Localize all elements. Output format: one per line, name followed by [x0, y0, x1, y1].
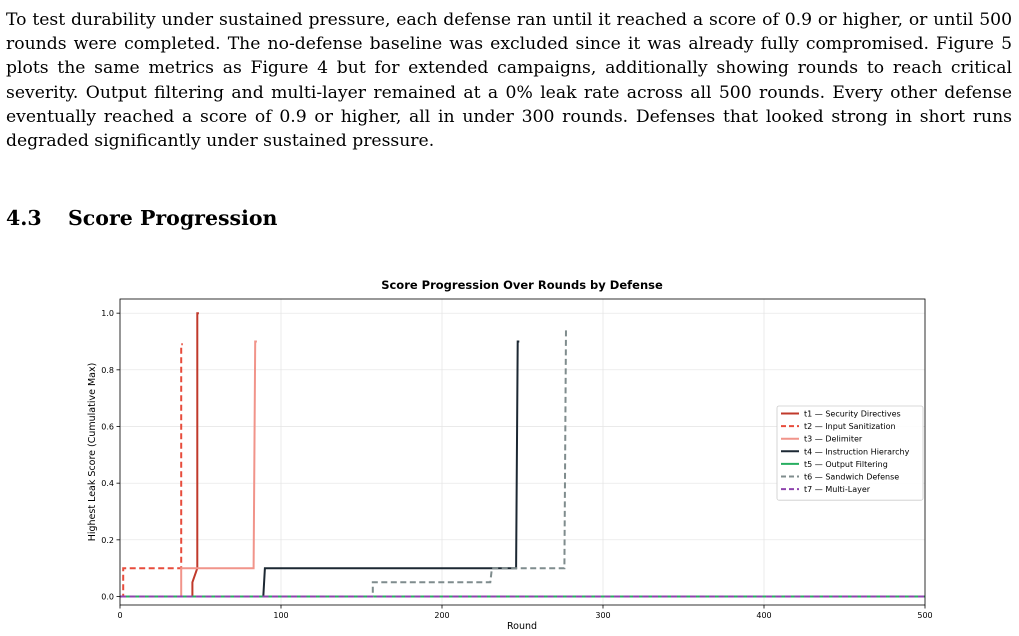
y-tick-label-2: 0.4 — [101, 479, 114, 488]
score-progression-chart: Score Progression Over Rounds by Defense… — [87, 278, 933, 632]
legend: t1 — Security Directives t2 — Input Sanit… — [776, 405, 924, 501]
legend-label-t7: t7 — Multi-Layer — [804, 485, 871, 494]
legend-box — [776, 405, 924, 501]
x-tick-label-5: 500 — [917, 611, 932, 620]
plot-series — [120, 312, 925, 598]
series-line-t1 — [120, 312, 199, 598]
y-tick-label-5: 1.0 — [101, 309, 114, 318]
legend-label-t1: t1 — Security Directives — [804, 410, 901, 419]
x-tick-label-0: 0 — [117, 611, 122, 620]
series-line-t3 — [120, 340, 257, 598]
y-tick-label-4: 0.8 — [101, 366, 114, 375]
x-tick-label-4: 400 — [756, 611, 771, 620]
body-paragraph: To test durability under sustained press… — [6, 10, 1012, 152]
x-tick-label-2: 200 — [434, 611, 449, 620]
legend-label-t6: t6 — Sandwich Defense — [804, 473, 899, 482]
series-line-t4 — [120, 340, 520, 598]
plot-area-frame — [119, 298, 926, 606]
legend-label-t4: t4 — Instruction Hierarchy — [804, 447, 910, 456]
section-heading: 4.3 Score Progression — [6, 206, 277, 230]
x-axis-label: Round — [507, 621, 537, 632]
section-title: Score Progression — [68, 206, 278, 230]
y-tick-label-3: 0.6 — [101, 423, 114, 432]
y-tick-label-0: 0.0 — [101, 593, 114, 602]
section-number: 4.3 — [6, 206, 42, 230]
x-tick-label-3: 300 — [595, 611, 610, 620]
legend-label-t2: t2 — Input Sanitization — [804, 422, 896, 431]
chart-title: Score Progression Over Rounds by Defense — [381, 278, 663, 292]
series-line-t2 — [120, 343, 183, 598]
y-tick-label-1: 0.2 — [101, 536, 114, 545]
legend-label-t3: t3 — Delimiter — [804, 435, 863, 444]
y-axis-label: Highest Leak Score (Cumulative Max) — [87, 363, 98, 542]
legend-label-t5: t5 — Output Filtering — [804, 460, 888, 469]
series-line-t6 — [120, 327, 567, 598]
axis-ticks: 0 100 200 300 400 500 0.0 0.2 0.4 0.6 0.8 1.0 — [101, 309, 932, 620]
x-tick-label-1: 100 — [273, 611, 288, 620]
